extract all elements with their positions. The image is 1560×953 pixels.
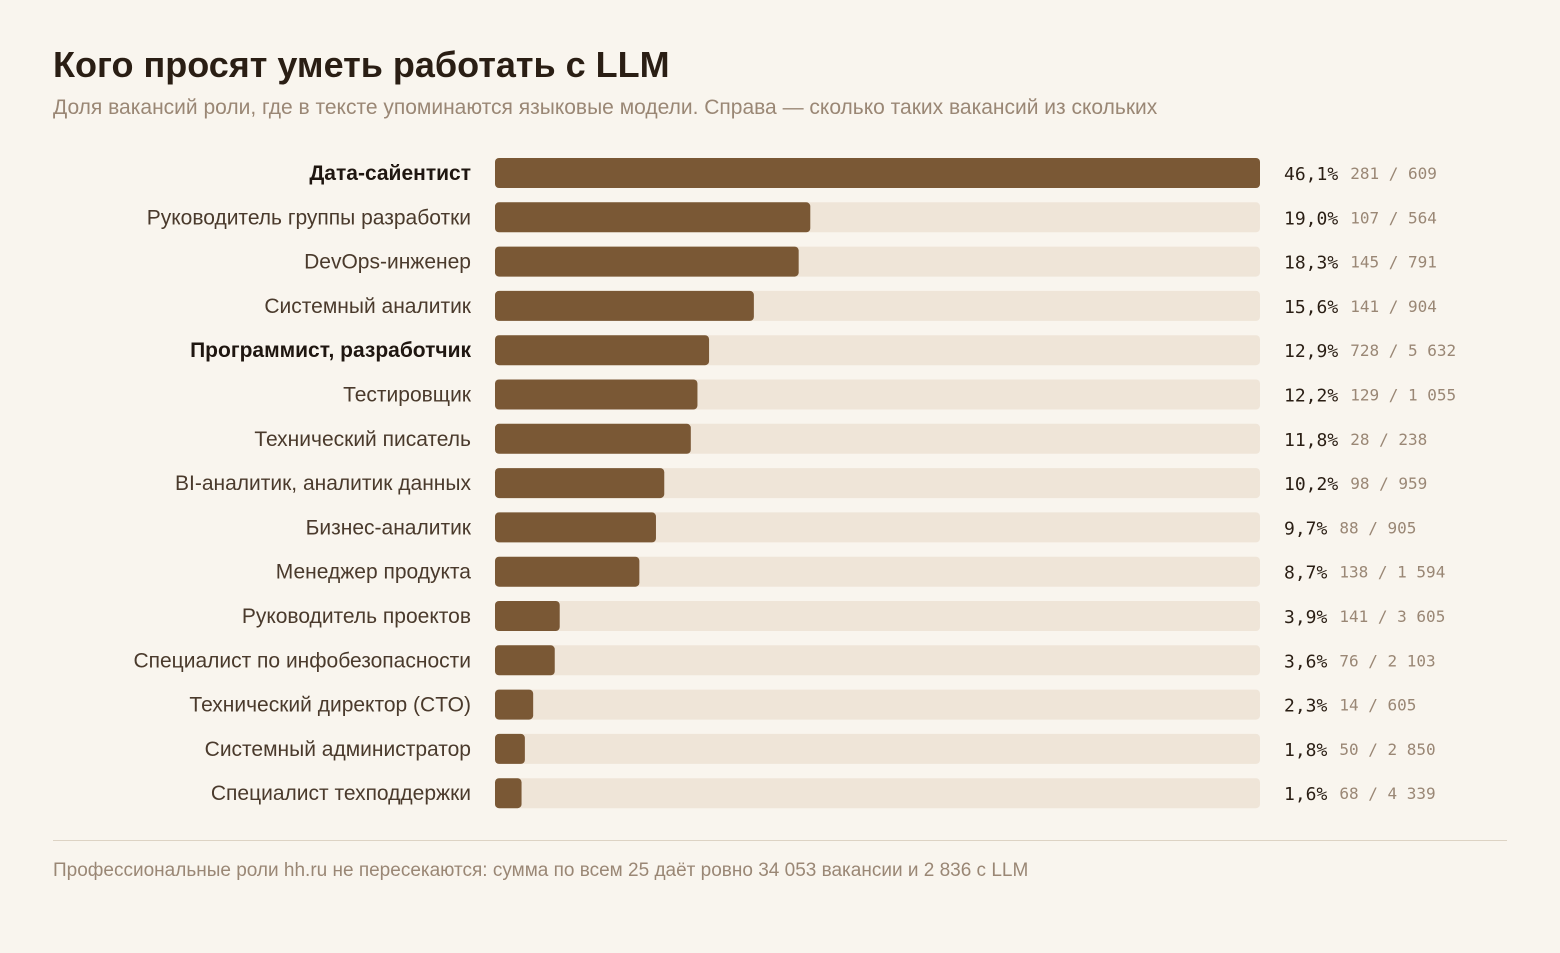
count-label: 281 / 609 <box>1350 164 1437 183</box>
bar <box>495 778 522 809</box>
category-label: Специалист по инфобезопасности <box>133 649 471 672</box>
count-label: 88 / 905 <box>1339 518 1416 537</box>
bar-chart: Дата-сайентист 46,1% 281 / 609 Руководитель… <box>133 158 1456 809</box>
value-label: 3,6% <box>1284 651 1328 672</box>
category-label: Руководитель группы разработки <box>147 206 471 229</box>
category-label: Руководитель проектов <box>242 605 471 628</box>
category-label: Тестировщик <box>343 384 472 407</box>
bar <box>495 202 811 233</box>
category-label: Программист, разработчик <box>190 339 471 362</box>
bar <box>495 645 555 676</box>
category-label: Технический директор (CTO) <box>189 694 471 717</box>
count-label: 50 / 2 850 <box>1339 740 1435 759</box>
category-label: Специалист техподдержки <box>211 782 471 805</box>
category-label: Технический писатель <box>254 428 471 451</box>
bar <box>495 689 534 720</box>
count-label: 14 / 605 <box>1339 696 1416 715</box>
footnote: Профессиональные роли hh.ru не пересекаю… <box>53 860 1029 881</box>
bar <box>495 423 691 454</box>
count-label: 728 / 5 632 <box>1350 341 1456 360</box>
bar <box>495 512 656 543</box>
bar-track <box>495 733 1260 764</box>
category-label: Менеджер продукта <box>276 561 472 584</box>
bar-track <box>495 778 1260 809</box>
value-label: 12,2% <box>1284 386 1338 407</box>
bar <box>495 379 698 410</box>
value-label: 9,7% <box>1284 518 1328 539</box>
value-label: 15,6% <box>1284 297 1338 318</box>
category-label: Системный администратор <box>205 738 471 761</box>
value-label: 8,7% <box>1284 563 1328 584</box>
count-label: 145 / 791 <box>1350 253 1437 272</box>
bar <box>495 290 754 321</box>
bar-track <box>495 601 1260 631</box>
count-label: 68 / 4 339 <box>1339 784 1435 803</box>
value-label: 2,3% <box>1284 696 1328 717</box>
value-label: 10,2% <box>1284 474 1338 495</box>
category-label: Системный аналитик <box>264 295 471 318</box>
chart-title: Кого просят уметь работать с LLM <box>53 44 670 85</box>
value-label: 19,0% <box>1284 208 1338 229</box>
category-label: DevOps-инженер <box>304 251 471 274</box>
bar-track <box>495 645 1260 676</box>
category-label: BI-аналитик, аналитик данных <box>175 472 472 495</box>
bar <box>495 733 525 764</box>
bar <box>495 335 710 366</box>
value-label: 3,9% <box>1284 607 1328 628</box>
value-label: 12,9% <box>1284 341 1338 362</box>
bar <box>495 556 640 587</box>
count-label: 76 / 2 103 <box>1339 651 1435 670</box>
bar-track <box>495 689 1260 720</box>
bar-track <box>495 468 1260 499</box>
value-label: 46,1% <box>1284 164 1338 185</box>
category-label: Дата-сайентист <box>309 162 471 185</box>
count-label: 98 / 959 <box>1350 474 1427 493</box>
count-label: 141 / 904 <box>1350 297 1437 316</box>
chart-subtitle: Доля вакансий роли, где в тексте упомина… <box>53 96 1158 119</box>
value-label: 18,3% <box>1284 253 1338 274</box>
value-label: 11,8% <box>1284 430 1338 451</box>
count-label: 107 / 564 <box>1350 208 1437 227</box>
category-label: Бизнес-аналитик <box>306 516 472 539</box>
divider <box>53 840 1507 841</box>
value-label: 1,8% <box>1284 740 1328 761</box>
bar-track <box>495 512 1260 543</box>
count-label: 129 / 1 055 <box>1350 386 1456 405</box>
count-label: 138 / 1 594 <box>1339 563 1445 582</box>
bar <box>495 246 799 277</box>
bar <box>495 601 560 631</box>
count-label: 28 / 238 <box>1350 430 1427 449</box>
bar <box>495 468 665 499</box>
count-label: 141 / 3 605 <box>1339 607 1445 626</box>
value-label: 1,6% <box>1284 784 1328 805</box>
bar-track <box>495 556 1260 587</box>
bar <box>495 158 1260 188</box>
